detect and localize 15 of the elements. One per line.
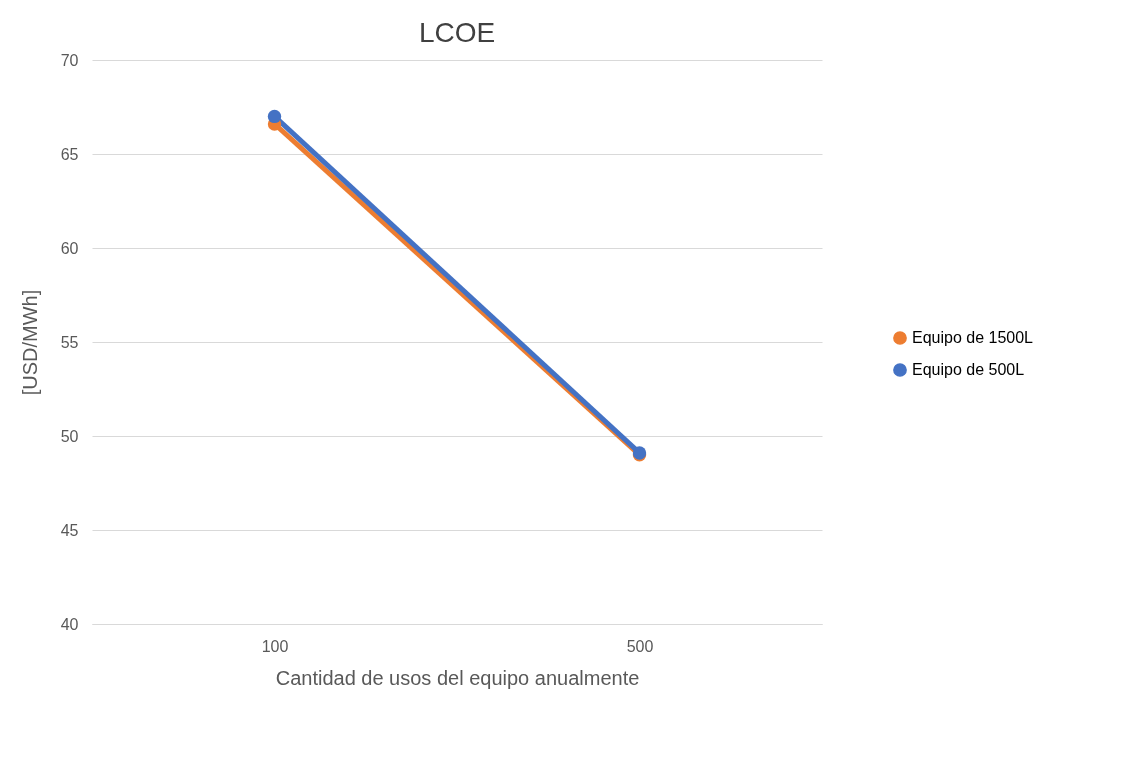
y-axis-title: [USD/MWh] — [18, 289, 41, 396]
y-tick-label: 40 — [60, 615, 79, 633]
y-tick-label: 50 — [60, 427, 79, 445]
y-tick-label: 55 — [60, 333, 79, 351]
x-axis-title: Cantidad de usos del equipo anualmente — [275, 666, 640, 689]
legend-label: Equipo de 1500L — [912, 329, 1034, 346]
y-tick-label: 70 — [60, 51, 79, 69]
y-tick-label: 45 — [60, 521, 79, 539]
y-tick-label: 65 — [60, 145, 79, 163]
legend-label: Equipo de 500L — [912, 361, 1025, 378]
y-tick-label: 60 — [60, 239, 79, 257]
chart-title: LCOE — [418, 17, 496, 48]
x-tick-label: 500 — [626, 637, 654, 655]
x-tick-label: 100 — [261, 637, 289, 655]
point — [267, 109, 282, 124]
